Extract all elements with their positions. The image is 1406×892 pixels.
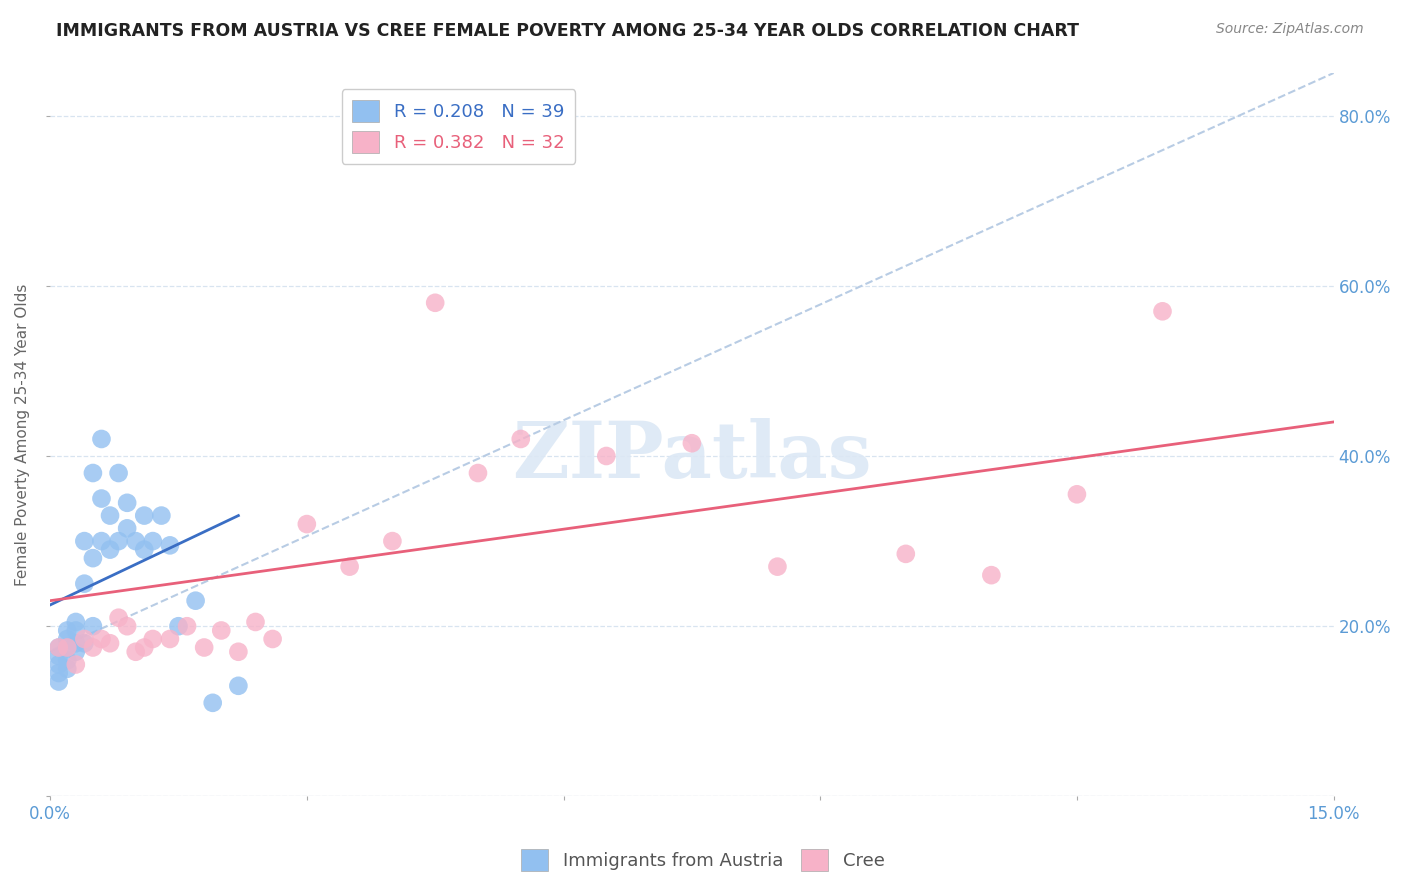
Point	[228, 679, 250, 693]
Text: ZIPatlas: ZIPatlas	[512, 418, 872, 494]
Point	[228, 645, 250, 659]
Point	[98, 508, 121, 523]
Point	[82, 619, 104, 633]
Point	[681, 436, 703, 450]
Point	[467, 466, 489, 480]
Point	[142, 632, 165, 646]
Point	[48, 674, 70, 689]
Point	[73, 632, 96, 646]
Point	[107, 534, 129, 549]
Legend: R = 0.208   N = 39, R = 0.382   N = 32: R = 0.208 N = 39, R = 0.382 N = 32	[342, 89, 575, 164]
Point	[125, 645, 148, 659]
Point	[1066, 487, 1088, 501]
Point	[134, 640, 156, 655]
Point	[56, 624, 79, 638]
Point	[65, 645, 87, 659]
Point	[766, 559, 789, 574]
Point	[381, 534, 404, 549]
Point	[115, 521, 138, 535]
Point	[107, 611, 129, 625]
Point	[56, 640, 79, 655]
Point	[82, 640, 104, 655]
Point	[295, 517, 318, 532]
Point	[159, 632, 181, 646]
Point	[339, 559, 361, 574]
Point	[134, 508, 156, 523]
Point	[73, 576, 96, 591]
Point	[201, 696, 224, 710]
Point	[82, 466, 104, 480]
Point	[425, 295, 447, 310]
Point	[56, 632, 79, 646]
Point	[262, 632, 284, 646]
Point	[125, 534, 148, 549]
Point	[90, 491, 112, 506]
Point	[107, 466, 129, 480]
Point	[90, 534, 112, 549]
Point	[73, 534, 96, 549]
Point	[90, 432, 112, 446]
Point	[48, 657, 70, 672]
Point	[56, 640, 79, 655]
Point	[159, 538, 181, 552]
Point	[176, 619, 198, 633]
Point	[509, 432, 531, 446]
Point	[98, 636, 121, 650]
Point	[193, 640, 215, 655]
Point	[209, 624, 232, 638]
Point	[184, 593, 207, 607]
Point	[167, 619, 190, 633]
Point	[48, 648, 70, 663]
Point	[48, 640, 70, 655]
Point	[56, 662, 79, 676]
Point	[73, 636, 96, 650]
Point	[595, 449, 617, 463]
Point	[65, 624, 87, 638]
Point	[115, 496, 138, 510]
Point	[65, 636, 87, 650]
Point	[980, 568, 1002, 582]
Point	[65, 615, 87, 629]
Text: Source: ZipAtlas.com: Source: ZipAtlas.com	[1216, 22, 1364, 37]
Point	[894, 547, 917, 561]
Legend: Immigrants from Austria, Cree: Immigrants from Austria, Cree	[515, 842, 891, 879]
Point	[56, 653, 79, 667]
Point	[98, 542, 121, 557]
Point	[48, 640, 70, 655]
Point	[1152, 304, 1174, 318]
Point	[245, 615, 267, 629]
Point	[82, 551, 104, 566]
Text: IMMIGRANTS FROM AUSTRIA VS CREE FEMALE POVERTY AMONG 25-34 YEAR OLDS CORRELATION: IMMIGRANTS FROM AUSTRIA VS CREE FEMALE P…	[56, 22, 1080, 40]
Point	[65, 657, 87, 672]
Y-axis label: Female Poverty Among 25-34 Year Olds: Female Poverty Among 25-34 Year Olds	[15, 284, 30, 586]
Point	[115, 619, 138, 633]
Point	[134, 542, 156, 557]
Point	[150, 508, 173, 523]
Point	[142, 534, 165, 549]
Point	[48, 666, 70, 681]
Point	[90, 632, 112, 646]
